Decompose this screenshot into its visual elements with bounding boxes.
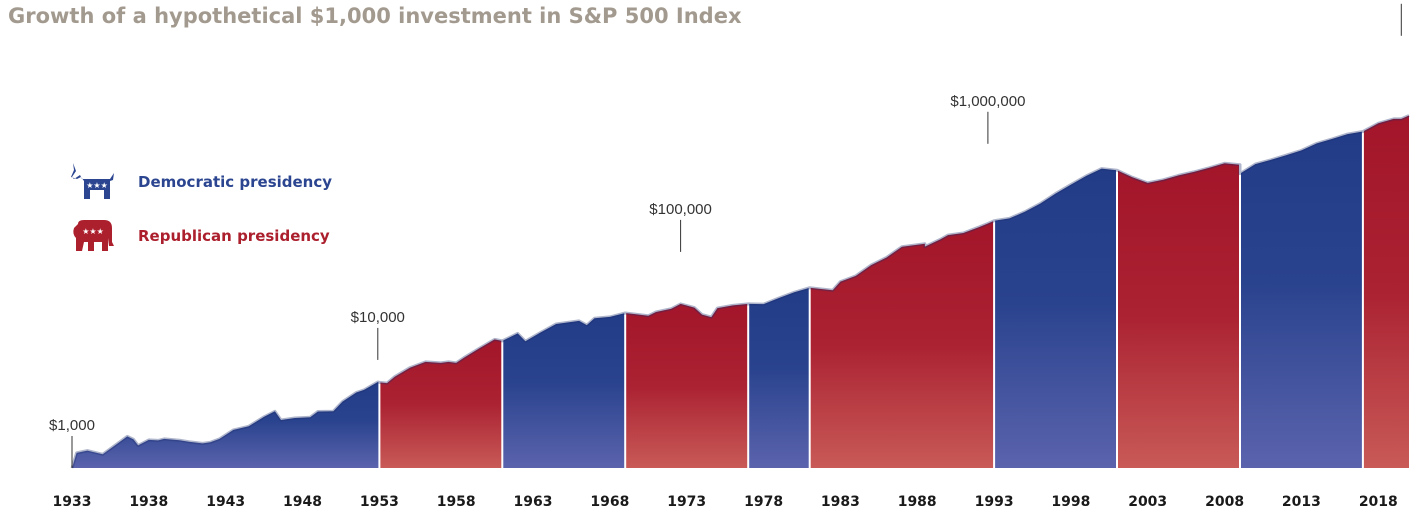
x-axis: 1933 1938 1943 1948 1953 1958 1963 1968 1973 1978… bbox=[53, 494, 1398, 510]
legend-item-democratic: ★★★ Democratic presidency bbox=[70, 162, 332, 202]
legend-item-republican: ★★★ Republican presidency bbox=[70, 218, 330, 254]
chart-title: Growth of a hypothetical $1,000 investme… bbox=[8, 4, 742, 28]
presidency-area-democratic bbox=[502, 313, 626, 468]
donkey-icon: ★★★ bbox=[71, 163, 114, 199]
presidency-area-republican bbox=[1117, 163, 1240, 469]
presidency-area-republican bbox=[809, 220, 995, 468]
presidency-dividers bbox=[378, 128, 1364, 470]
x-tick-label: 1993 bbox=[975, 494, 1014, 510]
x-tick-label: 1948 bbox=[283, 494, 322, 510]
svg-text:★★★: ★★★ bbox=[86, 181, 108, 190]
annotation-label: $1,000 bbox=[49, 417, 95, 434]
growth-line bbox=[70, 114, 1410, 469]
annotation-label: $1,000,000 bbox=[950, 93, 1025, 110]
x-tick-label: 2008 bbox=[1205, 494, 1244, 510]
x-tick-label: 1988 bbox=[898, 494, 937, 510]
x-tick-label: 1943 bbox=[206, 494, 245, 510]
presidency-area-republican bbox=[1362, 115, 1409, 468]
svg-text:★★★: ★★★ bbox=[82, 227, 104, 236]
presidency-area-democratic bbox=[1240, 131, 1363, 468]
x-tick-label: 1963 bbox=[514, 494, 553, 510]
presidency-area-democratic bbox=[72, 382, 380, 468]
legend-label-democratic: Democratic presidency bbox=[138, 173, 333, 191]
annotation-label: $10,000 bbox=[351, 309, 405, 326]
x-tick-label: 1973 bbox=[667, 494, 706, 510]
presidency-area-republican bbox=[379, 339, 503, 468]
x-tick-label: 1958 bbox=[437, 494, 476, 510]
annotation-label: $10,000,000 bbox=[1318, 0, 1401, 2]
value-annotations: $1,000 $10,000 $100,000 $1,000,000 $10,000,0… bbox=[49, 0, 1402, 468]
x-tick-label: 1938 bbox=[129, 494, 168, 510]
x-tick-label: 2003 bbox=[1128, 494, 1167, 510]
legend-label-republican: Republican presidency bbox=[138, 227, 330, 245]
x-tick-label: 2018 bbox=[1359, 494, 1398, 510]
annotation-label: $100,000 bbox=[649, 201, 712, 218]
x-tick-label: 1968 bbox=[590, 494, 629, 510]
elephant-icon: ★★★ bbox=[73, 220, 114, 251]
presidency-area-democratic bbox=[748, 287, 810, 468]
presidency-areas bbox=[72, 115, 1409, 469]
x-tick-label: 2013 bbox=[1282, 494, 1321, 510]
x-tick-label: 1978 bbox=[744, 494, 783, 510]
x-tick-label: 1983 bbox=[821, 494, 860, 510]
presidency-area-democratic bbox=[994, 168, 1117, 468]
presidency-area-republican bbox=[625, 303, 749, 468]
x-tick-label: 1953 bbox=[360, 494, 399, 510]
x-tick-label: 1998 bbox=[1051, 494, 1090, 510]
x-tick-label: 1933 bbox=[53, 494, 92, 510]
